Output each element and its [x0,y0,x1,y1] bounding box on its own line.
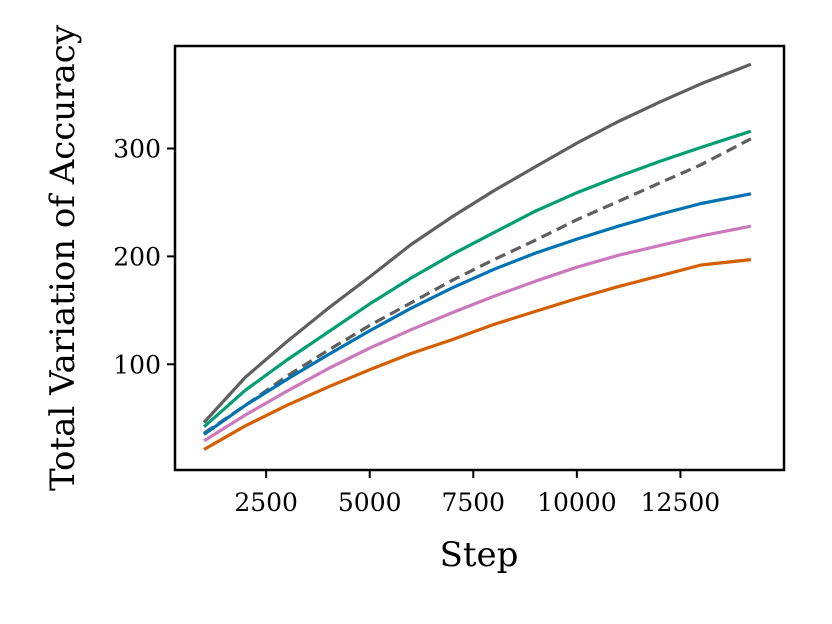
series-line-5 [203,224,752,443]
y-tick-label: 200 [113,242,161,271]
x-tick-label: 7500 [441,488,505,517]
y-tick-label: 300 [113,134,161,163]
series-lines [202,62,752,451]
plot-frame [173,44,786,472]
x-axis-label: Step [440,535,519,575]
series-line-3 [203,137,752,435]
x-tick-label: 5000 [338,488,402,517]
y-axis-label: Total Variation of Accuracy [43,24,83,491]
series-line-1 [202,62,752,424]
x-tick-label: 12500 [641,488,721,517]
x-tick-label: 10000 [537,488,617,517]
series-line-4 [203,192,752,436]
series-line-2 [202,129,752,428]
y-tick-label: 100 [113,350,161,379]
series-line-6 [203,258,752,451]
axis-ticks: 2500 5000 7500 10000 12500 100 200 300 [113,134,720,517]
x-tick-label: 2500 [234,488,298,517]
